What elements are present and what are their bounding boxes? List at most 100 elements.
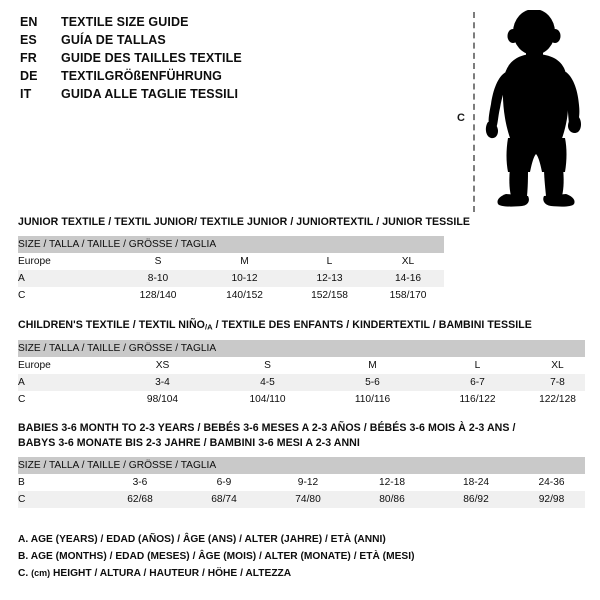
section-title-post: / TEXTILE DES ENFANTS / KINDERTEXTIL / B… xyxy=(212,319,532,331)
section-title-line2: BABYS 3-6 MONATE BIS 2-3 JAHRE / BAMBINI… xyxy=(18,437,360,449)
language-title: GUIDE DES TAILLES TEXTILE xyxy=(61,51,242,65)
legend-line-c: C. (cm) HEIGHT / ALTURA / HAUTEUR / HÖHE… xyxy=(18,565,578,582)
language-title: GUIDA ALLE TAGLIE TESSILI xyxy=(61,87,239,101)
toddler-silhouette-icon xyxy=(485,10,581,207)
table-cell: 8-10 xyxy=(114,270,202,287)
table-cell: S xyxy=(114,253,202,270)
table-cell: L xyxy=(425,357,530,375)
row-label: Europe xyxy=(18,357,110,375)
language-row-de: DE TEXTILGRÖßENFÜHRUNG xyxy=(20,67,420,85)
table-row: Europe XS S M L XL xyxy=(18,357,585,375)
legend-c-text: HEIGHT / ALTURA / HAUTEUR / HÖHE / ALTEZ… xyxy=(50,568,292,579)
row-label: A xyxy=(18,374,110,392)
section-title: JUNIOR TEXTILE / TEXTIL JUNIOR/ TEXTILE … xyxy=(18,216,471,228)
language-code: EN xyxy=(20,15,38,29)
row-label: C xyxy=(18,287,114,304)
height-illustration: C xyxy=(450,8,595,213)
babies-size-table: SIZE / TALLA / TAILLE / GRÖSSE / TAGLIA … xyxy=(18,457,585,508)
section-title-pre: CHILDREN'S TEXTILE / TEXTIL NIÑO xyxy=(18,319,205,331)
section-title-subscript: /A xyxy=(204,322,213,332)
legend-line-a: A. AGE (YEARS) / EDAD (AÑOS) / ÂGE (ANS)… xyxy=(18,534,386,545)
table-cell: L xyxy=(287,253,372,270)
language-title: TEXTILGRÖßENFÜHRUNG xyxy=(61,69,222,83)
section-title-line1: BABIES 3-6 MONTH TO 2-3 YEARS / BEBÉS 3-… xyxy=(18,422,516,434)
table-row: C 98/104 104/110 110/116 116/122 122/128 xyxy=(18,391,585,409)
table-cell: M xyxy=(320,357,425,375)
section-babies-textile: BABIES 3-6 MONTH TO 2-3 YEARS / BEBÉS 3-… xyxy=(18,421,585,508)
table-cell: 4-5 xyxy=(215,374,320,392)
table-cell: 98/104 xyxy=(110,391,215,409)
table-cell: M xyxy=(202,253,287,270)
measurement-legend: A. AGE (YEARS) / EDAD (AÑOS) / ÂGE (ANS)… xyxy=(18,531,578,582)
junior-size-table: SIZE / TALLA / TAILLE / GRÖSSE / TAGLIA … xyxy=(18,236,444,304)
table-row: A 8-10 10-12 12-13 14-16 xyxy=(18,270,444,287)
table-cell: 68/74 xyxy=(182,491,266,508)
language-row-en: EN TEXTILE SIZE GUIDE xyxy=(20,13,420,31)
table-cell: 140/152 xyxy=(202,287,287,304)
table-cell: 12-18 xyxy=(350,474,434,491)
table-cell: 152/158 xyxy=(287,287,372,304)
row-label: Europe xyxy=(18,253,114,270)
language-code: ES xyxy=(20,33,37,47)
table-row: C 128/140 140/152 152/158 158/170 xyxy=(18,287,444,304)
legend-c-unit: (cm) xyxy=(31,568,51,578)
table-cell: 6-7 xyxy=(425,374,530,392)
table-row: B 3-6 6-9 9-12 12-18 18-24 24-36 xyxy=(18,474,585,491)
section-junior-textile: JUNIOR TEXTILE / TEXTIL JUNIOR/ TEXTILE … xyxy=(18,215,470,304)
language-row-it: IT GUIDA ALLE TAGLIE TESSILI xyxy=(20,85,420,103)
table-cell: 62/68 xyxy=(98,491,182,508)
height-measure-label: C xyxy=(457,112,465,124)
table-cell: S xyxy=(215,357,320,375)
language-title: TEXTILE SIZE GUIDE xyxy=(61,15,189,29)
table-cell: 86/92 xyxy=(434,491,518,508)
table-cell: 116/122 xyxy=(425,391,530,409)
band-label: SIZE / TALLA / TAILLE / GRÖSSE / TAGLIA xyxy=(18,236,444,253)
table-cell: 92/98 xyxy=(518,491,585,508)
legend-line-b: B. AGE (MONTHS) / EDAD (MESES) / ÂGE (MO… xyxy=(18,551,415,562)
table-cell: 128/140 xyxy=(114,287,202,304)
table-row: Europe S M L XL xyxy=(18,253,444,270)
table-row: A 3-4 4-5 5-6 6-7 7-8 xyxy=(18,374,585,392)
table-cell: 10-12 xyxy=(202,270,287,287)
table-cell: 24-36 xyxy=(518,474,585,491)
table-cell: 104/110 xyxy=(215,391,320,409)
table-cell: XL xyxy=(372,253,444,270)
table-cell: 80/86 xyxy=(350,491,434,508)
table-cell: 14-16 xyxy=(372,270,444,287)
legend-c-prefix: C. xyxy=(18,568,32,579)
language-title: GUÍA DE TALLAS xyxy=(61,33,166,47)
table-cell: XS xyxy=(110,357,215,375)
table-cell: 158/170 xyxy=(372,287,444,304)
row-label: C xyxy=(18,391,110,409)
table-cell: 5-6 xyxy=(320,374,425,392)
table-row: C 62/68 68/74 74/80 80/86 86/92 92/98 xyxy=(18,491,585,508)
table-cell: 6-9 xyxy=(182,474,266,491)
language-code: FR xyxy=(20,51,37,65)
language-header-block: EN TEXTILE SIZE GUIDE ES GUÍA DE TALLAS … xyxy=(20,13,420,103)
table-cell: 12-13 xyxy=(287,270,372,287)
row-label: A xyxy=(18,270,114,287)
section-title: CHILDREN'S TEXTILE / TEXTIL NIÑO/A / TEX… xyxy=(18,318,585,334)
table-cell: XL xyxy=(530,357,585,375)
table-cell: 122/128 xyxy=(530,391,585,409)
table-cell: 3-4 xyxy=(110,374,215,392)
section-childrens-textile: CHILDREN'S TEXTILE / TEXTIL NIÑO/A / TEX… xyxy=(18,318,585,409)
row-label: C xyxy=(18,491,98,508)
table-cell: 74/80 xyxy=(266,491,350,508)
language-code: IT xyxy=(20,87,32,101)
table-band-row: SIZE / TALLA / TAILLE / GRÖSSE / TAGLIA xyxy=(18,457,585,474)
band-label: SIZE / TALLA / TAILLE / GRÖSSE / TAGLIA xyxy=(18,340,585,358)
table-band-row: SIZE / TALLA / TAILLE / GRÖSSE / TAGLIA xyxy=(18,340,585,358)
table-band-row: SIZE / TALLA / TAILLE / GRÖSSE / TAGLIA xyxy=(18,236,444,253)
row-label: B xyxy=(18,474,98,491)
language-row-fr: FR GUIDE DES TAILLES TEXTILE xyxy=(20,49,420,67)
language-row-es: ES GUÍA DE TALLAS xyxy=(20,31,420,49)
table-cell: 3-6 xyxy=(98,474,182,491)
table-cell: 18-24 xyxy=(434,474,518,491)
table-cell: 110/116 xyxy=(320,391,425,409)
language-code: DE xyxy=(20,69,38,83)
table-cell: 7-8 xyxy=(530,374,585,392)
band-label: SIZE / TALLA / TAILLE / GRÖSSE / TAGLIA xyxy=(18,457,585,474)
height-dashed-line xyxy=(473,12,475,212)
table-cell: 9-12 xyxy=(266,474,350,491)
